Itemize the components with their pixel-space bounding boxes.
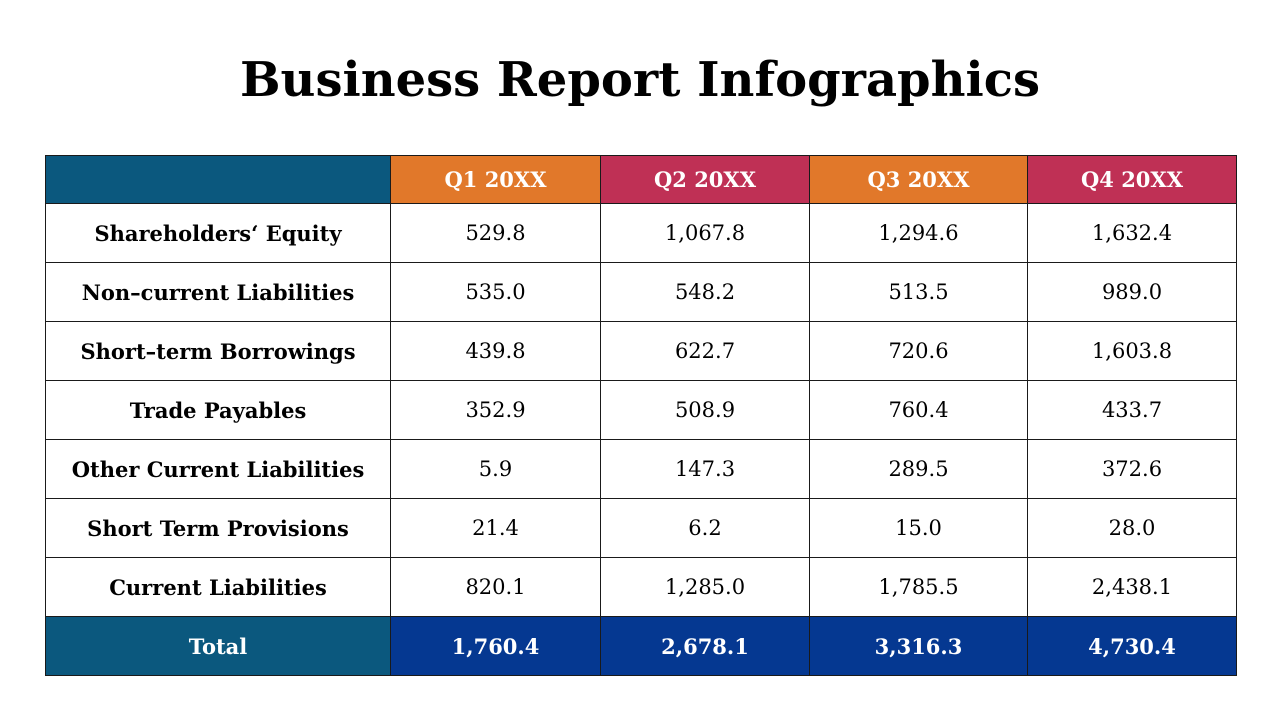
total-cell-q2: 2,678.1 bbox=[600, 616, 810, 676]
table-cell: 760.4 bbox=[809, 380, 1028, 440]
table-cell: 508.9 bbox=[600, 380, 810, 440]
table-cell: 352.9 bbox=[390, 380, 601, 440]
table-cell: 1,785.5 bbox=[809, 557, 1028, 617]
table-cell: 720.6 bbox=[809, 321, 1028, 381]
table-cell: 147.3 bbox=[600, 439, 810, 499]
column-header-q2: Q2 20XX bbox=[600, 155, 810, 204]
table-cell: 6.2 bbox=[600, 498, 810, 558]
total-cell-q4: 4,730.4 bbox=[1027, 616, 1237, 676]
table-cell: 15.0 bbox=[809, 498, 1028, 558]
row-label: Current Liabilities bbox=[45, 557, 391, 617]
table-cell: 439.8 bbox=[390, 321, 601, 381]
column-header-q4: Q4 20XX bbox=[1027, 155, 1237, 204]
table-row: Other Current Liabilities 5.9 147.3 289.… bbox=[45, 439, 1237, 499]
row-label: Non–current Liabilities bbox=[45, 262, 391, 322]
table-cell: 5.9 bbox=[390, 439, 601, 499]
page-title: Business Report Infographics bbox=[239, 52, 1040, 108]
table-cell: 1,603.8 bbox=[1027, 321, 1237, 381]
table-cell: 372.6 bbox=[1027, 439, 1237, 499]
table-cell: 1,067.8 bbox=[600, 203, 810, 263]
table-row: Trade Payables 352.9 508.9 760.4 433.7 bbox=[45, 380, 1237, 440]
total-cell-q3: 3,316.3 bbox=[809, 616, 1028, 676]
row-label: Other Current Liabilities bbox=[45, 439, 391, 499]
total-cell-q1: 1,760.4 bbox=[390, 616, 601, 676]
table-cell: 622.7 bbox=[600, 321, 810, 381]
header-corner-cell bbox=[45, 155, 391, 204]
table-cell: 535.0 bbox=[390, 262, 601, 322]
total-label: Total bbox=[45, 616, 391, 676]
column-header-q3: Q3 20XX bbox=[809, 155, 1028, 204]
table-cell: 529.8 bbox=[390, 203, 601, 263]
table-cell: 1,285.0 bbox=[600, 557, 810, 617]
table-cell: 548.2 bbox=[600, 262, 810, 322]
table-cell: 2,438.1 bbox=[1027, 557, 1237, 617]
column-header-q1: Q1 20XX bbox=[390, 155, 601, 204]
table-cell: 820.1 bbox=[390, 557, 601, 617]
row-label: Shareholders‘ Equity bbox=[45, 203, 391, 263]
row-label: Short–term Borrowings bbox=[45, 321, 391, 381]
table-cell: 21.4 bbox=[390, 498, 601, 558]
row-label: Short Term Provisions bbox=[45, 498, 391, 558]
table-header-row: Q1 20XX Q2 20XX Q3 20XX Q4 20XX bbox=[45, 155, 1237, 204]
table-row: Short–term Borrowings 439.8 622.7 720.6 … bbox=[45, 321, 1237, 381]
table-cell: 28.0 bbox=[1027, 498, 1237, 558]
table-cell: 433.7 bbox=[1027, 380, 1237, 440]
table-cell: 1,632.4 bbox=[1027, 203, 1237, 263]
table-row: Non–current Liabilities 535.0 548.2 513.… bbox=[45, 262, 1237, 322]
row-label: Trade Payables bbox=[45, 380, 391, 440]
table-cell: 289.5 bbox=[809, 439, 1028, 499]
table-row: Current Liabilities 820.1 1,285.0 1,785.… bbox=[45, 557, 1237, 617]
report-table: Q1 20XX Q2 20XX Q3 20XX Q4 20XX Sharehol… bbox=[45, 155, 1237, 676]
total-row: Total 1,760.4 2,678.1 3,316.3 4,730.4 bbox=[45, 616, 1237, 676]
table-row: Shareholders‘ Equity 529.8 1,067.8 1,294… bbox=[45, 203, 1237, 263]
table-cell: 989.0 bbox=[1027, 262, 1237, 322]
table-cell: 1,294.6 bbox=[809, 203, 1028, 263]
table-cell: 513.5 bbox=[809, 262, 1028, 322]
table-row: Short Term Provisions 21.4 6.2 15.0 28.0 bbox=[45, 498, 1237, 558]
